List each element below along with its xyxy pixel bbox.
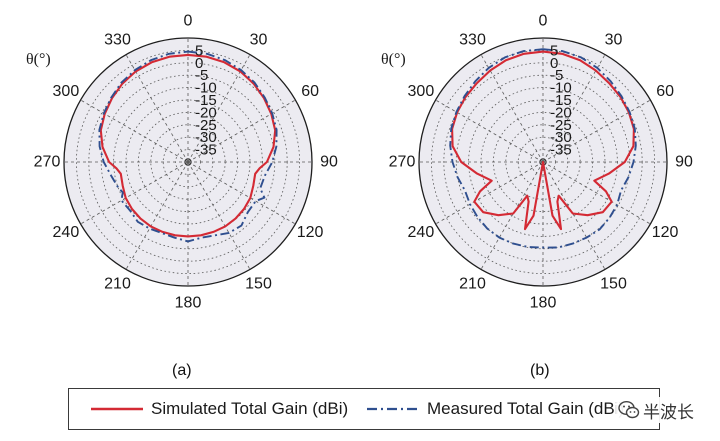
- grid-spoke: [480, 161, 544, 270]
- grid-spoke: [480, 54, 544, 163]
- angle-tick-label: 60: [301, 83, 319, 100]
- angle-tick-label: 180: [530, 295, 557, 312]
- wechat-icon: [618, 400, 640, 419]
- radial-tick-label: -30: [195, 129, 217, 146]
- grid-spoke: [542, 161, 606, 270]
- grid-spoke: [187, 161, 251, 270]
- angle-tick-label: 60: [656, 83, 674, 100]
- angle-tick-label: 90: [675, 154, 693, 171]
- angle-tick-label: 240: [408, 224, 435, 241]
- polar-chart-b: 50-5-10-15-20-25-30-35030609012015018021…: [381, 13, 693, 312]
- grid-circle: [430, 50, 655, 274]
- radial-tick-label: -35: [550, 142, 572, 159]
- angle-tick-label: 150: [600, 276, 627, 293]
- grid-spoke: [435, 161, 544, 225]
- angle-tick-label: 120: [297, 224, 324, 241]
- chart-legend: Simulated Total Gain (dBi) Measured Tota…: [68, 388, 660, 430]
- series-simulated-line: [99, 53, 277, 238]
- angle-tick-label: 330: [459, 31, 486, 48]
- radial-tick-label: 5: [195, 42, 203, 59]
- grid-spoke: [542, 99, 651, 163]
- angle-tick-label: 240: [53, 224, 80, 241]
- radial-tick-label: -5: [195, 67, 208, 84]
- grid-spoke: [80, 161, 189, 225]
- radial-tick-label: -25: [195, 117, 217, 134]
- radial-tick-label: 5: [550, 42, 558, 59]
- grid-spoke: [542, 54, 606, 163]
- center-marker: [184, 158, 192, 166]
- grid-spoke: [125, 161, 189, 270]
- radial-tick-label: -35: [195, 142, 217, 159]
- watermark: 半波长: [616, 397, 694, 423]
- legend-label-measured: Measured Total Gain (dBi): [427, 399, 625, 418]
- grid-spoke: [435, 99, 544, 163]
- angle-tick-label: 150: [245, 276, 272, 293]
- grid-spoke: [187, 99, 296, 163]
- angle-tick-label: 330: [104, 31, 131, 48]
- polar-chart-a: 50-5-10-15-20-25-30-35030609012015018021…: [26, 13, 338, 312]
- radial-tick-label: -10: [195, 80, 217, 97]
- angle-tick-label: 120: [652, 224, 679, 241]
- grid-circle: [88, 62, 288, 262]
- polar-boundary: [63, 37, 313, 287]
- grid-spoke: [80, 99, 189, 163]
- legend-item-simulated: Simulated Total Gain (dBi): [91, 396, 348, 422]
- angle-tick-label: 30: [605, 31, 623, 48]
- angle-tick-label: 30: [250, 31, 268, 48]
- radial-tick-label: -15: [550, 92, 572, 109]
- series-measured-line: [98, 50, 278, 243]
- legend-swatch-measured: [367, 407, 419, 411]
- watermark-text: 半波长: [643, 402, 694, 422]
- grid-circle: [76, 50, 300, 274]
- grid-circle: [443, 62, 643, 262]
- legend-item-measured: Measured Total Gain (dBi): [367, 396, 624, 422]
- legend-swatch-simulated: [91, 407, 143, 411]
- radial-tick-label: -20: [195, 104, 217, 121]
- panel-label-a: (a): [172, 362, 192, 379]
- angle-tick-label: 300: [53, 83, 80, 100]
- angle-tick-label: 0: [539, 13, 548, 30]
- radial-tick-label: -25: [550, 117, 572, 134]
- radial-tick-label: 0: [195, 55, 203, 72]
- grid-spoke: [125, 54, 189, 163]
- series-measured-line: [449, 48, 637, 249]
- axis-label: θ(°): [381, 51, 406, 68]
- radial-tick-label: -30: [550, 129, 572, 146]
- angle-tick-label: 0: [184, 13, 193, 30]
- radial-tick-label: -10: [550, 80, 572, 97]
- angle-tick-label: 270: [389, 154, 416, 171]
- radial-tick-label: -5: [550, 67, 563, 84]
- angle-tick-label: 90: [320, 154, 338, 171]
- radial-tick-label: -20: [550, 104, 572, 121]
- panel-label-b: (b): [530, 362, 550, 379]
- grid-spoke: [187, 54, 251, 163]
- angle-tick-label: 270: [34, 154, 61, 171]
- radial-tick-label: -15: [195, 92, 217, 109]
- angle-tick-label: 180: [175, 295, 202, 312]
- angle-tick-label: 210: [459, 276, 486, 293]
- legend-label-simulated: Simulated Total Gain (dBi): [151, 399, 349, 418]
- angle-tick-label: 300: [408, 83, 435, 100]
- axis-label: θ(°): [26, 51, 51, 68]
- angle-tick-label: 210: [104, 276, 131, 293]
- grid-spoke: [187, 161, 296, 225]
- grid-spoke: [542, 161, 651, 225]
- radial-tick-label: 0: [550, 55, 558, 72]
- polar-boundary: [418, 37, 668, 287]
